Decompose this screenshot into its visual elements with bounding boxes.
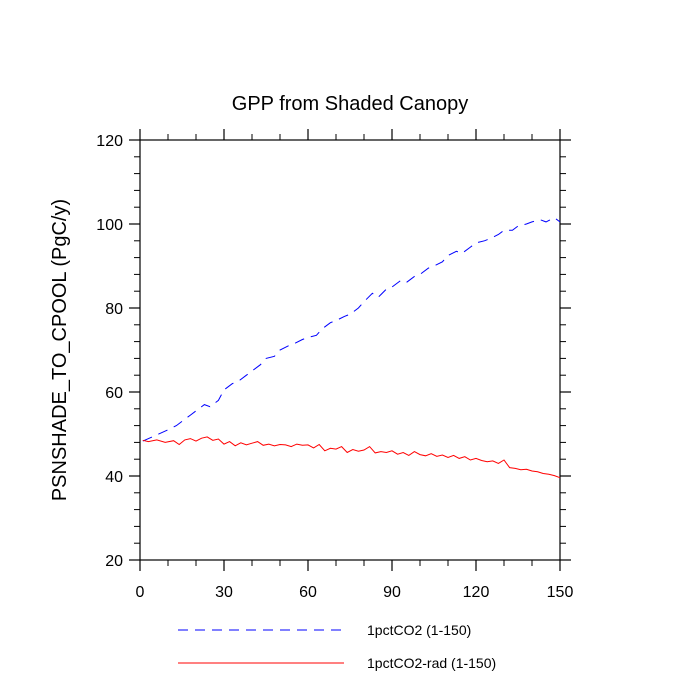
x-tick-label: 60 [299,584,317,601]
series-layer [142,217,561,479]
legend: 1pctCO2 (1-150) 1pctCO2-rad (1-150) [178,622,496,671]
y-tick-label: 40 [105,469,123,486]
tick-labels: 0 30 60 90 120 150 20 40 60 80 100 120 [96,133,573,601]
plot-frame [139,139,561,561]
x-tick-label: 0 [136,584,145,601]
y-tick-label: 60 [105,385,123,402]
series-line-1 [142,217,561,442]
x-tick-label: 120 [463,584,490,601]
chart-title: GPP from Shaded Canopy [232,93,468,115]
series-line-2 [142,436,561,479]
legend-label-1: 1pctCO2 (1-150) [367,622,471,638]
x-tick-label: 150 [547,584,574,601]
y-tick-label: 80 [105,301,123,318]
axis-ticks [129,129,571,571]
legend-label-2: 1pctCO2-rad (1-150) [367,655,496,671]
y-tick-label: 120 [96,133,123,150]
x-tick-label: 90 [383,584,401,601]
x-tick-label: 30 [215,584,233,601]
y-axis-label: PSNSHADE_TO_CPOOL (PgC/y) [49,199,71,501]
y-tick-label: 20 [105,553,123,570]
y-tick-label: 100 [96,217,123,234]
